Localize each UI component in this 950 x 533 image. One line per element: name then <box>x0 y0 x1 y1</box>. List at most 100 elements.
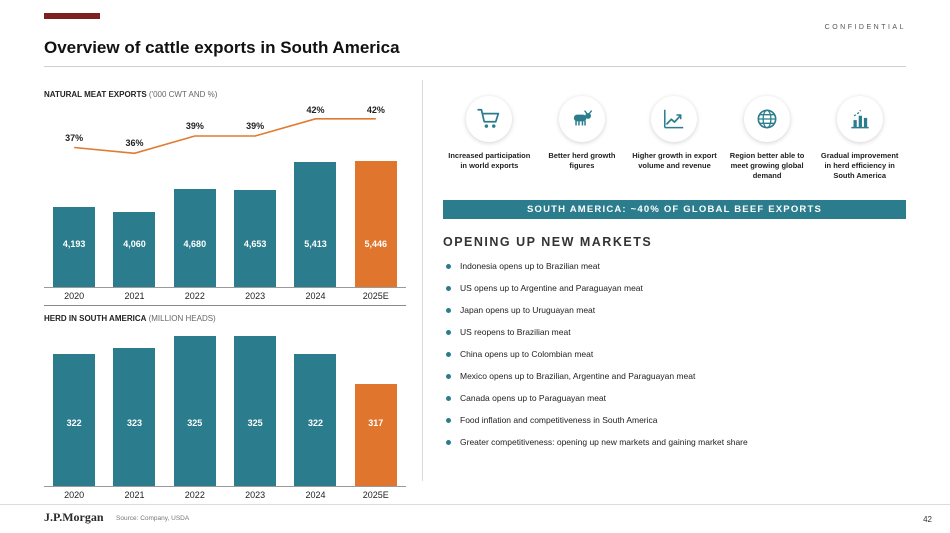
market-text: Food inflation and competitiveness in So… <box>460 415 658 426</box>
bar-slot: 322 <box>285 354 345 486</box>
market-text: Japan opens up to Uruguayan meat <box>460 305 596 316</box>
market-item: China opens up to Colombian meat <box>443 343 906 365</box>
page-title: Overview of cattle exports in South Amer… <box>44 38 400 57</box>
bar-2023: 325 <box>234 336 277 486</box>
pct-label: 39% <box>246 121 265 131</box>
markets-list: Indonesia opens up to Brazilian meat US o… <box>443 255 906 453</box>
source-note: Source: Company, USDA <box>116 515 190 522</box>
highlight-caption: Gradual improvement in herd efficiency i… <box>820 151 899 180</box>
market-text: Canada opens up to Paraguayan meat <box>460 393 607 404</box>
charts-divider <box>44 305 406 306</box>
bar-value-label: 325 <box>247 418 263 428</box>
confidential-label: CONFIDENTIAL <box>824 24 906 31</box>
content: NATURAL MEAT EXPORTS ('000 CWT AND %) 37… <box>44 76 906 501</box>
chart2-title-main: HERD IN SOUTH AMERICA <box>44 314 147 323</box>
market-text: China opens up to Colombian meat <box>460 349 594 360</box>
bar-slot: 4,680 <box>165 189 225 287</box>
market-item: US reopens to Brazilian meat <box>443 321 906 343</box>
bullet-dot-icon <box>446 395 451 401</box>
chart1-axis: 2020 2021 2022 2023 2024 2025E <box>44 288 406 304</box>
chart1-title-main: NATURAL MEAT EXPORTS <box>44 90 147 99</box>
bar-2020: 322 <box>53 354 96 486</box>
market-item: US opens up to Argentine and Paraguayan … <box>443 277 906 299</box>
market-item: Greater competitiveness: opening up new … <box>443 431 906 453</box>
axis-label: 2024 <box>305 291 326 301</box>
bullet-dot-icon <box>446 307 451 313</box>
pct-label: 39% <box>185 121 204 131</box>
globe-icon <box>744 96 791 142</box>
chart1-trend-strip: 37% 36% 39% 39% 42% 42% <box>44 105 406 161</box>
bar-value-label: 4,060 <box>123 239 146 249</box>
bar-value-label: 4,680 <box>183 239 207 249</box>
bullet-dot-icon <box>446 285 451 291</box>
axis-label: 2022 <box>184 291 205 301</box>
bar-value-label: 4,653 <box>243 239 267 249</box>
bar-slot: 4,193 <box>44 207 104 287</box>
title-divider <box>44 66 906 67</box>
bar-2024: 5,413 <box>294 162 337 287</box>
vertical-divider <box>422 80 423 481</box>
highlight-card: Higher growth in export volume and reven… <box>628 96 721 180</box>
bullet-dot-icon <box>446 351 451 357</box>
highlight-caption: Higher growth in export volume and reven… <box>632 151 717 170</box>
cart-icon <box>466 96 513 142</box>
banner: SOUTH AMERICA: ~40% OF GLOBAL BEEF EXPOR… <box>443 200 906 220</box>
bar-2021: 4,060 <box>113 212 156 287</box>
bar-slot: 5,413 <box>285 162 345 287</box>
highlight-card: Better herd growth figures <box>536 96 629 180</box>
chart1-title-units: ('000 CWT AND %) <box>146 90 218 99</box>
insights-panel: Increased participation in world exports… <box>443 76 906 501</box>
bar-2025E: 317 <box>354 384 397 486</box>
bar-value-label: 323 <box>126 418 142 428</box>
market-item: Canada opens up to Paraguayan meat <box>443 387 906 409</box>
footer-divider <box>0 504 950 505</box>
market-text: US opens up to Argentine and Paraguayan … <box>460 283 643 294</box>
chart2-axis: 2020 2021 2022 2023 2024 2025E <box>44 487 406 503</box>
growth-chart-icon <box>651 96 698 142</box>
bar-value-label: 5,413 <box>304 239 327 249</box>
bar-value-label: 325 <box>187 418 203 428</box>
bullet-dot-icon <box>446 417 451 423</box>
jpmorgan-logo: J.P.Morgan <box>44 510 104 524</box>
axis-label: 2021 <box>124 490 145 500</box>
page-number: 42 <box>923 515 932 524</box>
cattle-icon <box>558 96 605 142</box>
herd-efficiency-chart-icon <box>836 96 883 142</box>
highlight-card: Gradual improvement in herd efficiency i… <box>813 96 906 180</box>
axis-label: 2025E <box>362 490 389 500</box>
bullet-dot-icon <box>446 373 451 379</box>
axis-label: 2024 <box>305 490 326 500</box>
pct-label: 42% <box>306 105 325 115</box>
market-item: Indonesia opens up to Brazilian meat <box>443 255 906 277</box>
bar-2024: 322 <box>294 354 337 486</box>
bar-slot: 323 <box>104 348 164 486</box>
bullet-dot-icon <box>446 439 451 445</box>
accent-bar <box>44 13 100 19</box>
bar-slot: 4,653 <box>225 190 285 287</box>
bar-value-label: 322 <box>307 418 323 428</box>
market-text: US reopens to Brazilian meat <box>460 327 571 338</box>
bar-slot: 5,446 <box>346 161 406 287</box>
markets-title: OPENING UP NEW MARKETS <box>443 235 653 250</box>
axis-label: 2021 <box>124 291 145 301</box>
chart2-bars: 322 323 325 325 322 317 <box>44 334 406 487</box>
chart1-title: NATURAL MEAT EXPORTS ('000 CWT AND %) <box>44 90 406 102</box>
pct-label: 37% <box>65 132 84 143</box>
pct-label: 42% <box>366 105 385 115</box>
bullet-dot-icon <box>446 263 451 269</box>
bar-2022: 325 <box>173 336 216 486</box>
bar-slot: 325 <box>225 336 285 486</box>
bar-2021: 323 <box>113 348 156 486</box>
bar-slot: 325 <box>165 336 225 486</box>
bar-2023: 4,653 <box>234 190 277 287</box>
market-item: Mexico opens up to Brazilian, Argentine … <box>443 365 906 387</box>
bar-slot: 317 <box>346 384 406 486</box>
bar-value-label: 4,193 <box>62 239 86 249</box>
highlight-card: Region better able to meet growing globa… <box>721 96 814 180</box>
bar-2022: 4,680 <box>173 189 216 287</box>
bar-value-label: 5,446 <box>364 239 388 249</box>
axis-label: 2023 <box>245 291 266 301</box>
highlight-card: Increased participation in world exports <box>443 96 536 180</box>
highlight-caption: Better herd growth figures <box>548 151 616 170</box>
